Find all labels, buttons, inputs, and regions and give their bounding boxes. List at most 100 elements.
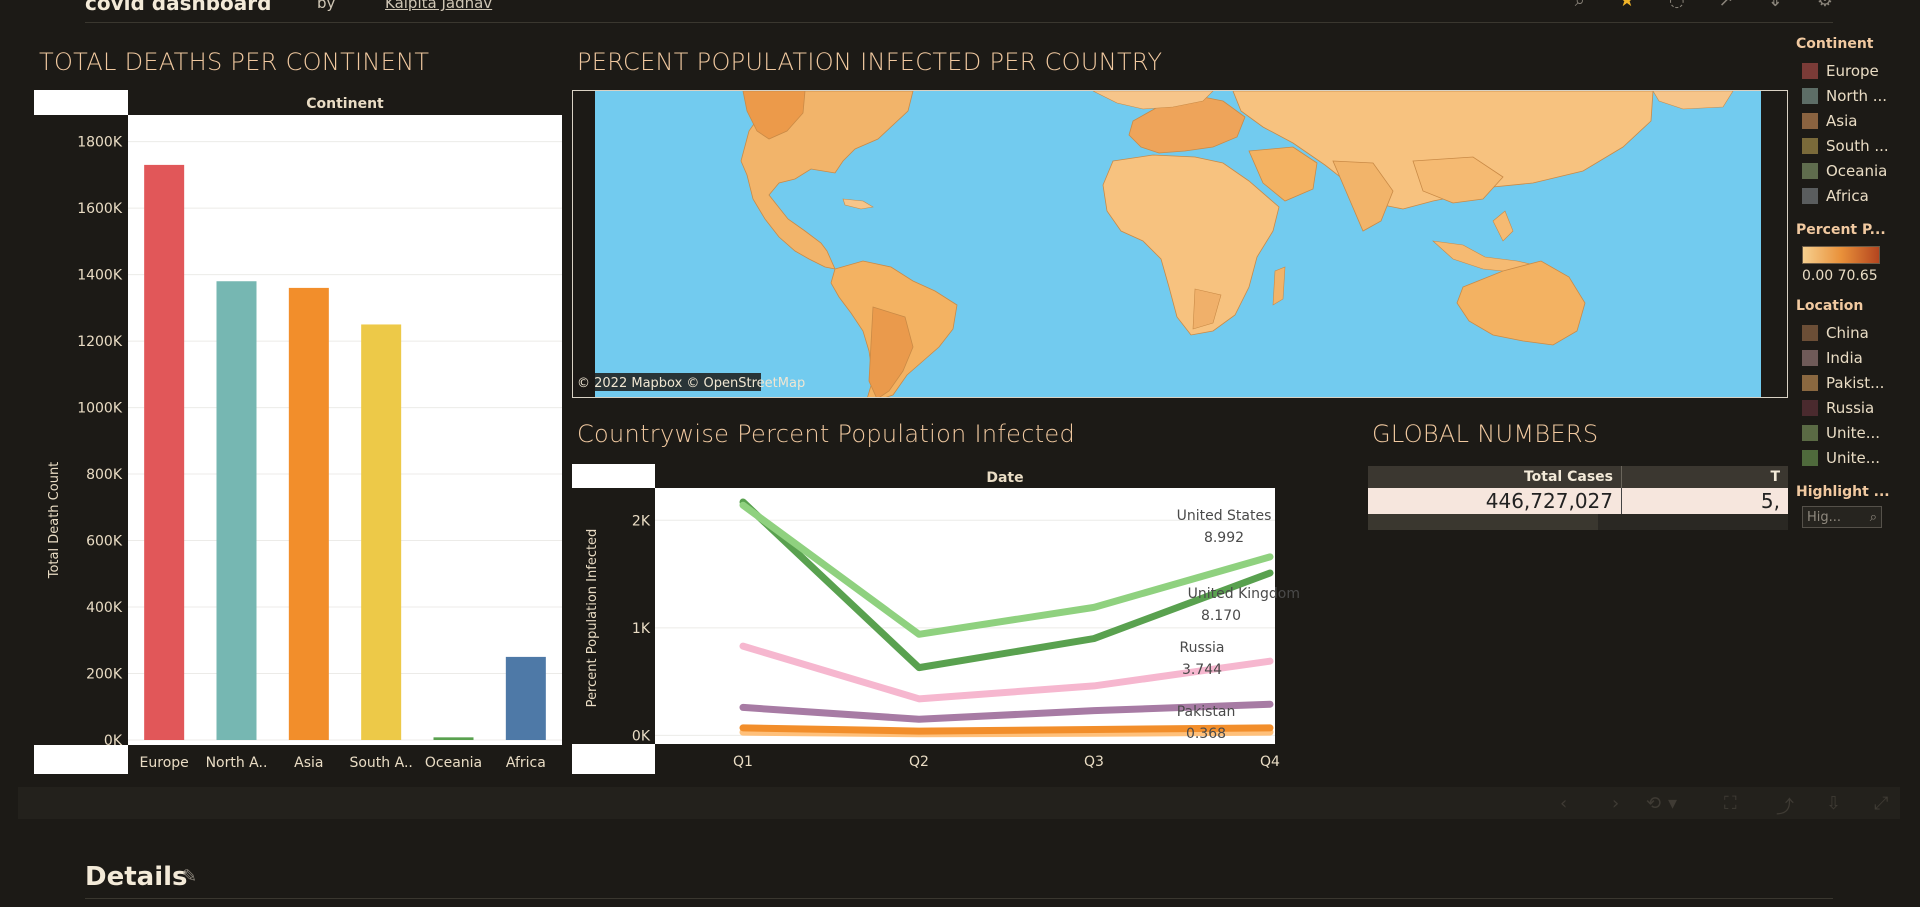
highlight-control: Highlight ... Hig... ⌕ <box>1796 484 1916 528</box>
global-numbers-table[interactable]: Total Cases T 446,727,027 5, <box>1368 466 1788 538</box>
north-america-land <box>740 91 914 270</box>
table-h-scrollbar[interactable] <box>1368 514 1788 530</box>
legend-swatch <box>1802 449 1818 466</box>
location-legend-item[interactable]: Unite... <box>1796 445 1916 470</box>
column-header-bg <box>128 90 562 115</box>
bar[interactable] <box>433 737 474 740</box>
usa-land <box>742 91 806 140</box>
bar[interactable] <box>144 164 185 740</box>
percent-legend: Percent P... 0.00 70.65 <box>1796 222 1916 284</box>
total-deaths-header[interactable]: T <box>1770 469 1780 485</box>
location-legend: Location China India Pakist... Russia Unite.… <box>1796 298 1916 470</box>
infection-map[interactable]: © 2022 Mapbox © OpenStreetMap <box>572 90 1788 398</box>
bar[interactable] <box>216 281 257 740</box>
dropdown-chevron-icon[interactable]: ▾ <box>1668 793 1678 814</box>
bar[interactable] <box>361 324 402 740</box>
corner-cell-top <box>34 90 128 115</box>
global-numbers-title: GLOBAL NUMBERS <box>1372 420 1599 448</box>
deaths-chart-title: TOTAL DEATHS PER CONTINENT <box>39 48 430 76</box>
favorite-star-icon[interactable]: ★ <box>1618 0 1635 11</box>
y-tick-label: 1000K <box>77 401 123 417</box>
expand-icon[interactable]: ⤢ <box>1874 793 1889 814</box>
x-tick-label: Q1 <box>733 754 753 770</box>
deaths-bar-chart[interactable]: Continent 0K 200K 400K 600K 800K 1000K 1200K 14… <box>34 90 562 774</box>
share-icon[interactable]: ⤴ <box>1776 797 1794 818</box>
total-deaths-value: 5, <box>1760 489 1780 513</box>
share-icon[interactable]: ↗ <box>1718 0 1734 11</box>
annotation-value: 0.368 <box>1186 726 1226 742</box>
legend-swatch <box>1802 137 1818 154</box>
toolbar-icons: ⌕ ★ ◌ ↗ ⇓ ⚙ <box>1575 0 1833 11</box>
continent-legend-item[interactable]: South ... <box>1796 133 1916 158</box>
highlight-input[interactable]: Hig... ⌕ <box>1802 506 1882 528</box>
deaths-y-axis-label: Total Death Count <box>47 462 62 580</box>
details-divider <box>85 898 1833 899</box>
y-tick-label: 0K <box>632 728 651 744</box>
legend-swatch <box>1802 162 1818 179</box>
series-line[interactable] <box>739 700 1274 723</box>
views-icon[interactable]: ◌ <box>1668 0 1685 11</box>
redo-icon[interactable]: › <box>1612 793 1620 814</box>
location-legend-item[interactable]: Russia <box>1796 395 1916 420</box>
x-tick-label: Q2 <box>909 754 929 770</box>
continent-legend-item[interactable]: Oceania <box>1796 158 1916 183</box>
legend-label: India <box>1826 348 1863 367</box>
northern-europe-land <box>1092 91 1214 110</box>
x-tick-label: South A.. <box>349 755 412 771</box>
bar[interactable] <box>288 287 329 740</box>
legend-swatch <box>1802 424 1818 441</box>
total-cases-value: 446,727,027 <box>1368 488 1622 514</box>
edit-pencil-icon[interactable]: ✎ <box>182 866 198 887</box>
undo-icon[interactable]: ‹ <box>1560 793 1568 814</box>
y-tick-label: 600K <box>86 534 123 550</box>
map-attribution[interactable]: © 2022 Mapbox © OpenStreetMap <box>577 376 805 391</box>
caribbean-land <box>842 198 874 210</box>
continent-column-header: Continent <box>306 96 384 112</box>
location-legend-item[interactable]: India <box>1796 345 1916 370</box>
annotation-country: Russia <box>1179 640 1224 656</box>
y-tick-label: 0K <box>104 733 123 749</box>
fullscreen-icon[interactable]: ⛶ <box>1724 793 1737 814</box>
download-icon[interactable]: ⇩ <box>1826 793 1842 814</box>
legend-label: Unite... <box>1826 423 1881 442</box>
search-icon[interactable]: ⌕ <box>1869 509 1877 525</box>
legend-swatch <box>1802 324 1818 341</box>
dashboard-title: covid dashboard <box>85 0 272 15</box>
location-legend-item[interactable]: Unite... <box>1796 420 1916 445</box>
percent-legend-title: Percent P... <box>1796 222 1886 238</box>
series-line[interactable] <box>739 498 1274 672</box>
map-canvas[interactable]: © 2022 Mapbox © OpenStreetMap <box>573 91 1788 398</box>
legend-swatch <box>1802 112 1818 129</box>
y-tick-label: 200K <box>86 667 123 683</box>
argentina-land <box>868 306 914 397</box>
china-land <box>1412 156 1504 204</box>
series-line[interactable] <box>739 501 1274 638</box>
legend-swatch <box>1802 187 1818 204</box>
location-legend-item[interactable]: Pakist... <box>1796 370 1916 395</box>
legend-swatch <box>1802 349 1818 366</box>
infection-line-chart[interactable]: Date 0K 1K 2K Q1 Q2 Q3 Q4 Percent Population … <box>572 464 1358 774</box>
continent-legend-title: Continent <box>1796 36 1874 52</box>
details-heading: Details <box>85 862 188 892</box>
corner-cell-bottom <box>34 745 128 774</box>
continent-legend-item[interactable]: Africa <box>1796 183 1916 208</box>
x-tick-label: Oceania <box>425 755 482 771</box>
bar[interactable] <box>505 656 546 740</box>
revert-icon[interactable]: ⟲ <box>1646 793 1662 814</box>
byline-label: by <box>317 0 336 12</box>
legend-label: Pakist... <box>1826 373 1885 392</box>
download-icon[interactable]: ⇓ <box>1767 0 1783 11</box>
highlight-placeholder: Hig... <box>1807 509 1842 525</box>
settings-icon[interactable]: ⚙ <box>1816 0 1833 11</box>
continent-legend-item[interactable]: Europe <box>1796 58 1916 83</box>
info-icon[interactable]: ⌕ <box>1574 0 1585 11</box>
location-legend-item[interactable]: China <box>1796 320 1916 345</box>
series-line[interactable] <box>739 642 1274 703</box>
author-link[interactable]: Kalpita Jadhav <box>385 0 493 12</box>
x-tick-label: Asia <box>294 755 323 771</box>
legend-label: Russia <box>1826 398 1875 417</box>
total-cases-header[interactable]: Total Cases <box>1368 466 1622 488</box>
series-line[interactable] <box>739 724 1274 735</box>
continent-legend-item[interactable]: North ... <box>1796 83 1916 108</box>
continent-legend-item[interactable]: Asia <box>1796 108 1916 133</box>
